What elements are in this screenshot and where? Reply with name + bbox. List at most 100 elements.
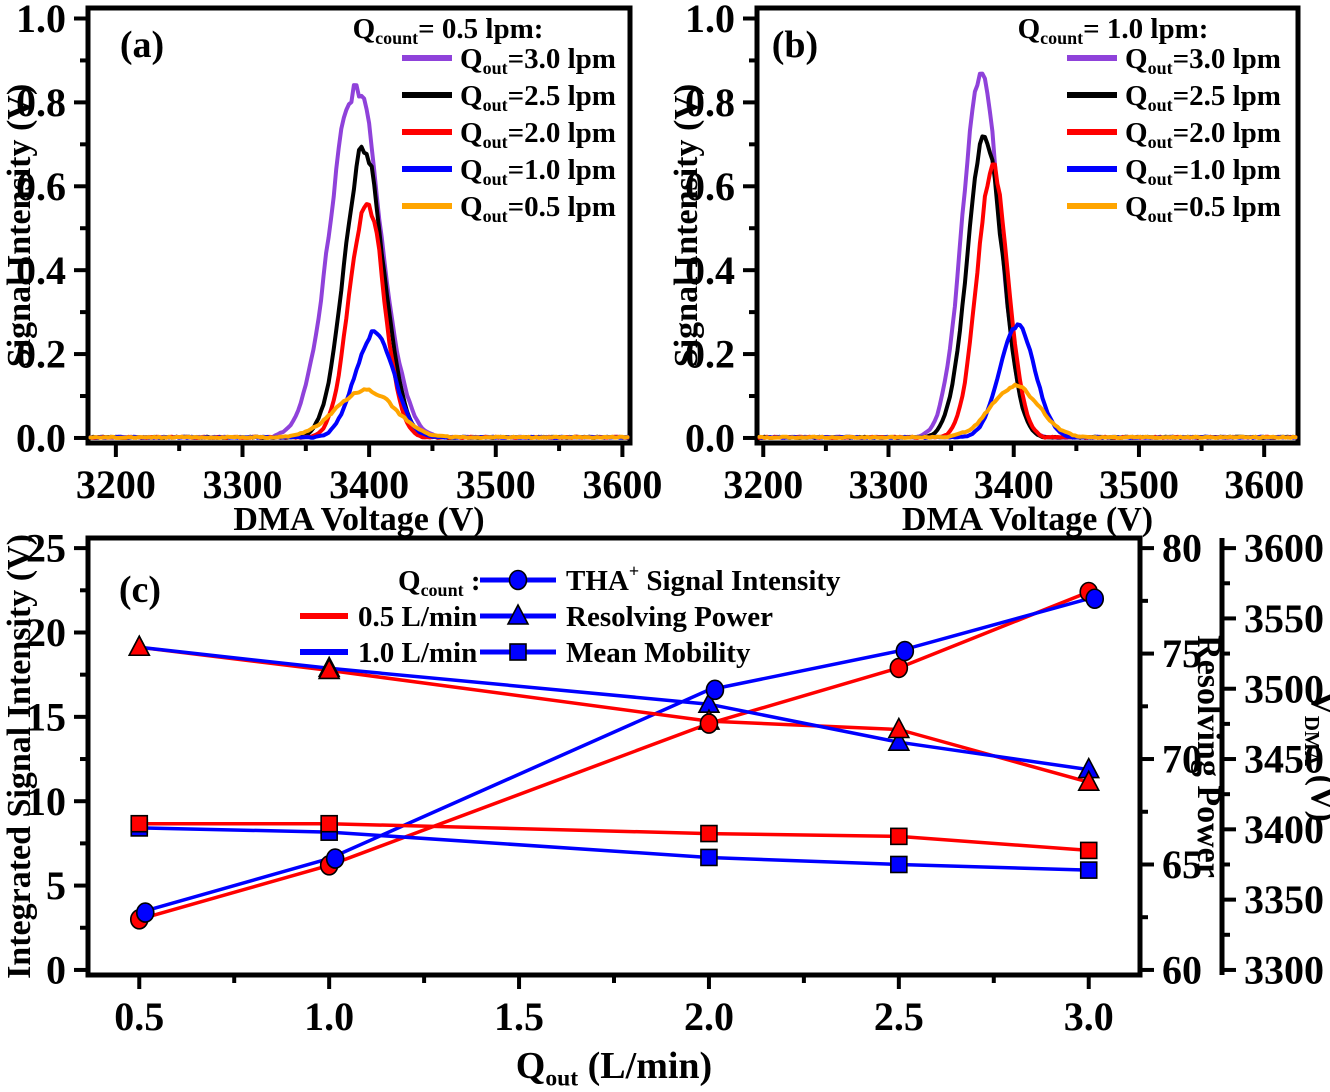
legend-qcount-title: Qcount : [398, 565, 481, 600]
data-marker-resolving-power-qcount-0.5 [887, 716, 911, 739]
data-marker-integrated-signal-qcount-1.0 [895, 640, 915, 662]
x-tick-label: 1.0 [304, 994, 354, 1039]
legend-entry-label: Qout=1.0 lpm [460, 154, 616, 189]
spectrum-curve [88, 329, 630, 440]
data-marker-vdma-qcount-0.5 [700, 824, 718, 843]
y-tick-label: 0.6 [16, 164, 66, 209]
vdma-axis-title: VDMA (V) [1300, 691, 1330, 822]
data-marker-integrated-signal-qcount-1.0 [325, 848, 345, 869]
panel-letter: (c) [119, 569, 161, 611]
x-axis-title: Qout (L/min) [516, 1045, 712, 1092]
circle-legend-marker [508, 569, 528, 591]
y-tick-label: 1.0 [16, 0, 66, 41]
data-marker-resolving-power-qcount-1.0 [887, 729, 911, 751]
data-marker-integrated-signal-qcount-1.0 [135, 902, 155, 923]
data-line-vdma-qcount-1.0 [139, 826, 1089, 872]
data-line-vdma-qcount-0.5 [139, 821, 1089, 853]
panel-letter: (a) [120, 24, 164, 66]
legend-entry-label: Qout=0.5 lpm [1125, 191, 1281, 226]
spectrum-curve [757, 382, 1298, 440]
data-marker-vdma-qcount-0.5 [320, 814, 338, 833]
y-tick-label: 1.0 [685, 0, 735, 41]
data-marker-vdma-qcount-1.0 [1079, 861, 1098, 879]
legend-line-label: 0.5 L/min [358, 601, 477, 633]
plot-border [85, 5, 633, 446]
panel-c-chart: 0.5 1.0 1.5 2.0 2.5 3.0 0 5 10 15 20 25 60 65 70 75 80 33… [1, 526, 1330, 1092]
legend-entry-label: Qout=2.5 lpm [460, 80, 616, 115]
y-left-tick-label: 0 [46, 948, 66, 993]
x-tick-label: 3300 [202, 462, 282, 507]
panel-letter: (b) [772, 24, 818, 66]
legend-entry-label: Qout=1.0 lpm [1125, 154, 1281, 189]
legend-entry-label: Qout=0.5 lpm [460, 191, 616, 226]
x-tick-label: 2.5 [874, 994, 924, 1039]
x-tick-label: 3300 [848, 462, 928, 507]
data-marker-integrated-signal-qcount-1.0 [705, 679, 725, 701]
data-marker-integrated-signal-qcount-1.0 [1085, 588, 1105, 610]
y-right2-tick-label: 3450 [1244, 737, 1324, 782]
data-marker-integrated-signal-qcount-0.5 [699, 713, 719, 734]
legend-marker-label: Mean Mobility [566, 637, 751, 669]
y-right1-tick-label: 65 [1162, 842, 1202, 887]
spectrum-curve [88, 387, 630, 440]
y-right1-tick-label: 70 [1162, 737, 1202, 782]
legend-entry-label: Qout=3.0 lpm [460, 43, 616, 78]
y-tick-label: 0.6 [685, 164, 735, 209]
x-tick-label: 3200 [723, 462, 803, 507]
x-tick-label: 3400 [974, 462, 1054, 507]
x-tick-label: 3400 [329, 462, 409, 507]
y-left-axis-title: Integrated Signal Intensity (V) [1, 534, 38, 979]
y-left-tick-label: 10 [26, 779, 66, 824]
y-tick-label: 0.4 [16, 248, 66, 293]
triangle-legend-marker [506, 603, 530, 625]
y-left-tick-label: 5 [46, 863, 66, 908]
y-right2-tick-label: 3500 [1244, 666, 1324, 711]
y-left-tick-label: 15 [26, 694, 66, 739]
y-right1-tick-label: 80 [1162, 526, 1202, 571]
x-tick-label: 3500 [1099, 462, 1179, 507]
legend-title: Qcount= 1.0 lpm: [1018, 13, 1209, 48]
y-tick-label: 0.8 [16, 80, 66, 125]
legend-marker-label: Resolving Power [566, 601, 773, 633]
y-left-tick-label: 25 [26, 526, 66, 571]
resolving-power-axis-title: Resolving Power [1190, 635, 1227, 878]
y-left-tick-label: 20 [26, 610, 66, 655]
legend-entry-label: Qout=2.5 lpm [1125, 80, 1281, 115]
x-tick-label: 3600 [582, 462, 662, 507]
data-marker-resolving-power-qcount-0.5 [1077, 769, 1101, 792]
legend-entry-label: Qout=2.0 lpm [460, 117, 616, 152]
data-marker-vdma-qcount-0.5 [130, 814, 149, 833]
x-tick-label: 3500 [456, 462, 536, 507]
plot-border [754, 5, 1301, 446]
spectrum-curve [88, 202, 630, 440]
data-marker-vdma-qcount-1.0 [890, 855, 908, 874]
legend-entry-label: Qout=3.0 lpm [1125, 43, 1281, 78]
panel-b-chart: 3200 3300 3400 3500 3600 0.0 0.2 0.4 0.6 0.8 1.0 DM… [668, 0, 1304, 538]
y-right2-tick-label: 3350 [1244, 877, 1324, 922]
data-marker-resolving-power-qcount-0.5 [127, 634, 151, 657]
y-tick-label: 0.2 [16, 332, 66, 377]
legend-line-label: 1.0 L/min [358, 637, 477, 669]
y-right2-tick-label: 3600 [1244, 526, 1324, 571]
y-tick-label: 0.2 [685, 332, 735, 377]
y-axis-title: Signal Intensity (V) [668, 84, 705, 367]
x-tick-label: 1.5 [494, 994, 544, 1039]
y-tick-label: 0.8 [685, 80, 735, 125]
y-right2-tick-label: 3400 [1244, 807, 1324, 852]
y-right1-tick-label: 75 [1162, 631, 1202, 676]
legend-entry-label: Qout=2.0 lpm [1125, 117, 1281, 152]
data-marker-vdma-qcount-0.5 [1079, 841, 1098, 860]
y-right2-tick-label: 3300 [1244, 948, 1324, 993]
x-tick-label: 2.0 [684, 994, 734, 1039]
data-marker-vdma-qcount-0.5 [890, 827, 908, 846]
panel-a-chart: 3200 3300 3400 3500 3600 0.0 0.2 0.4 0.6 0.8 1.0 DM… [1, 0, 662, 538]
y-tick-label: 0.0 [685, 416, 735, 461]
x-tick-label: 3200 [76, 462, 156, 507]
y-axis-title: Signal Intensity (V) [1, 84, 38, 367]
y-tick-label: 0.0 [16, 416, 66, 461]
x-axis-title: DMA Voltage (V) [233, 501, 484, 538]
x-tick-label: 3.0 [1064, 994, 1114, 1039]
y-right1-tick-label: 60 [1162, 948, 1202, 993]
data-marker-vdma-qcount-1.0 [700, 848, 718, 867]
